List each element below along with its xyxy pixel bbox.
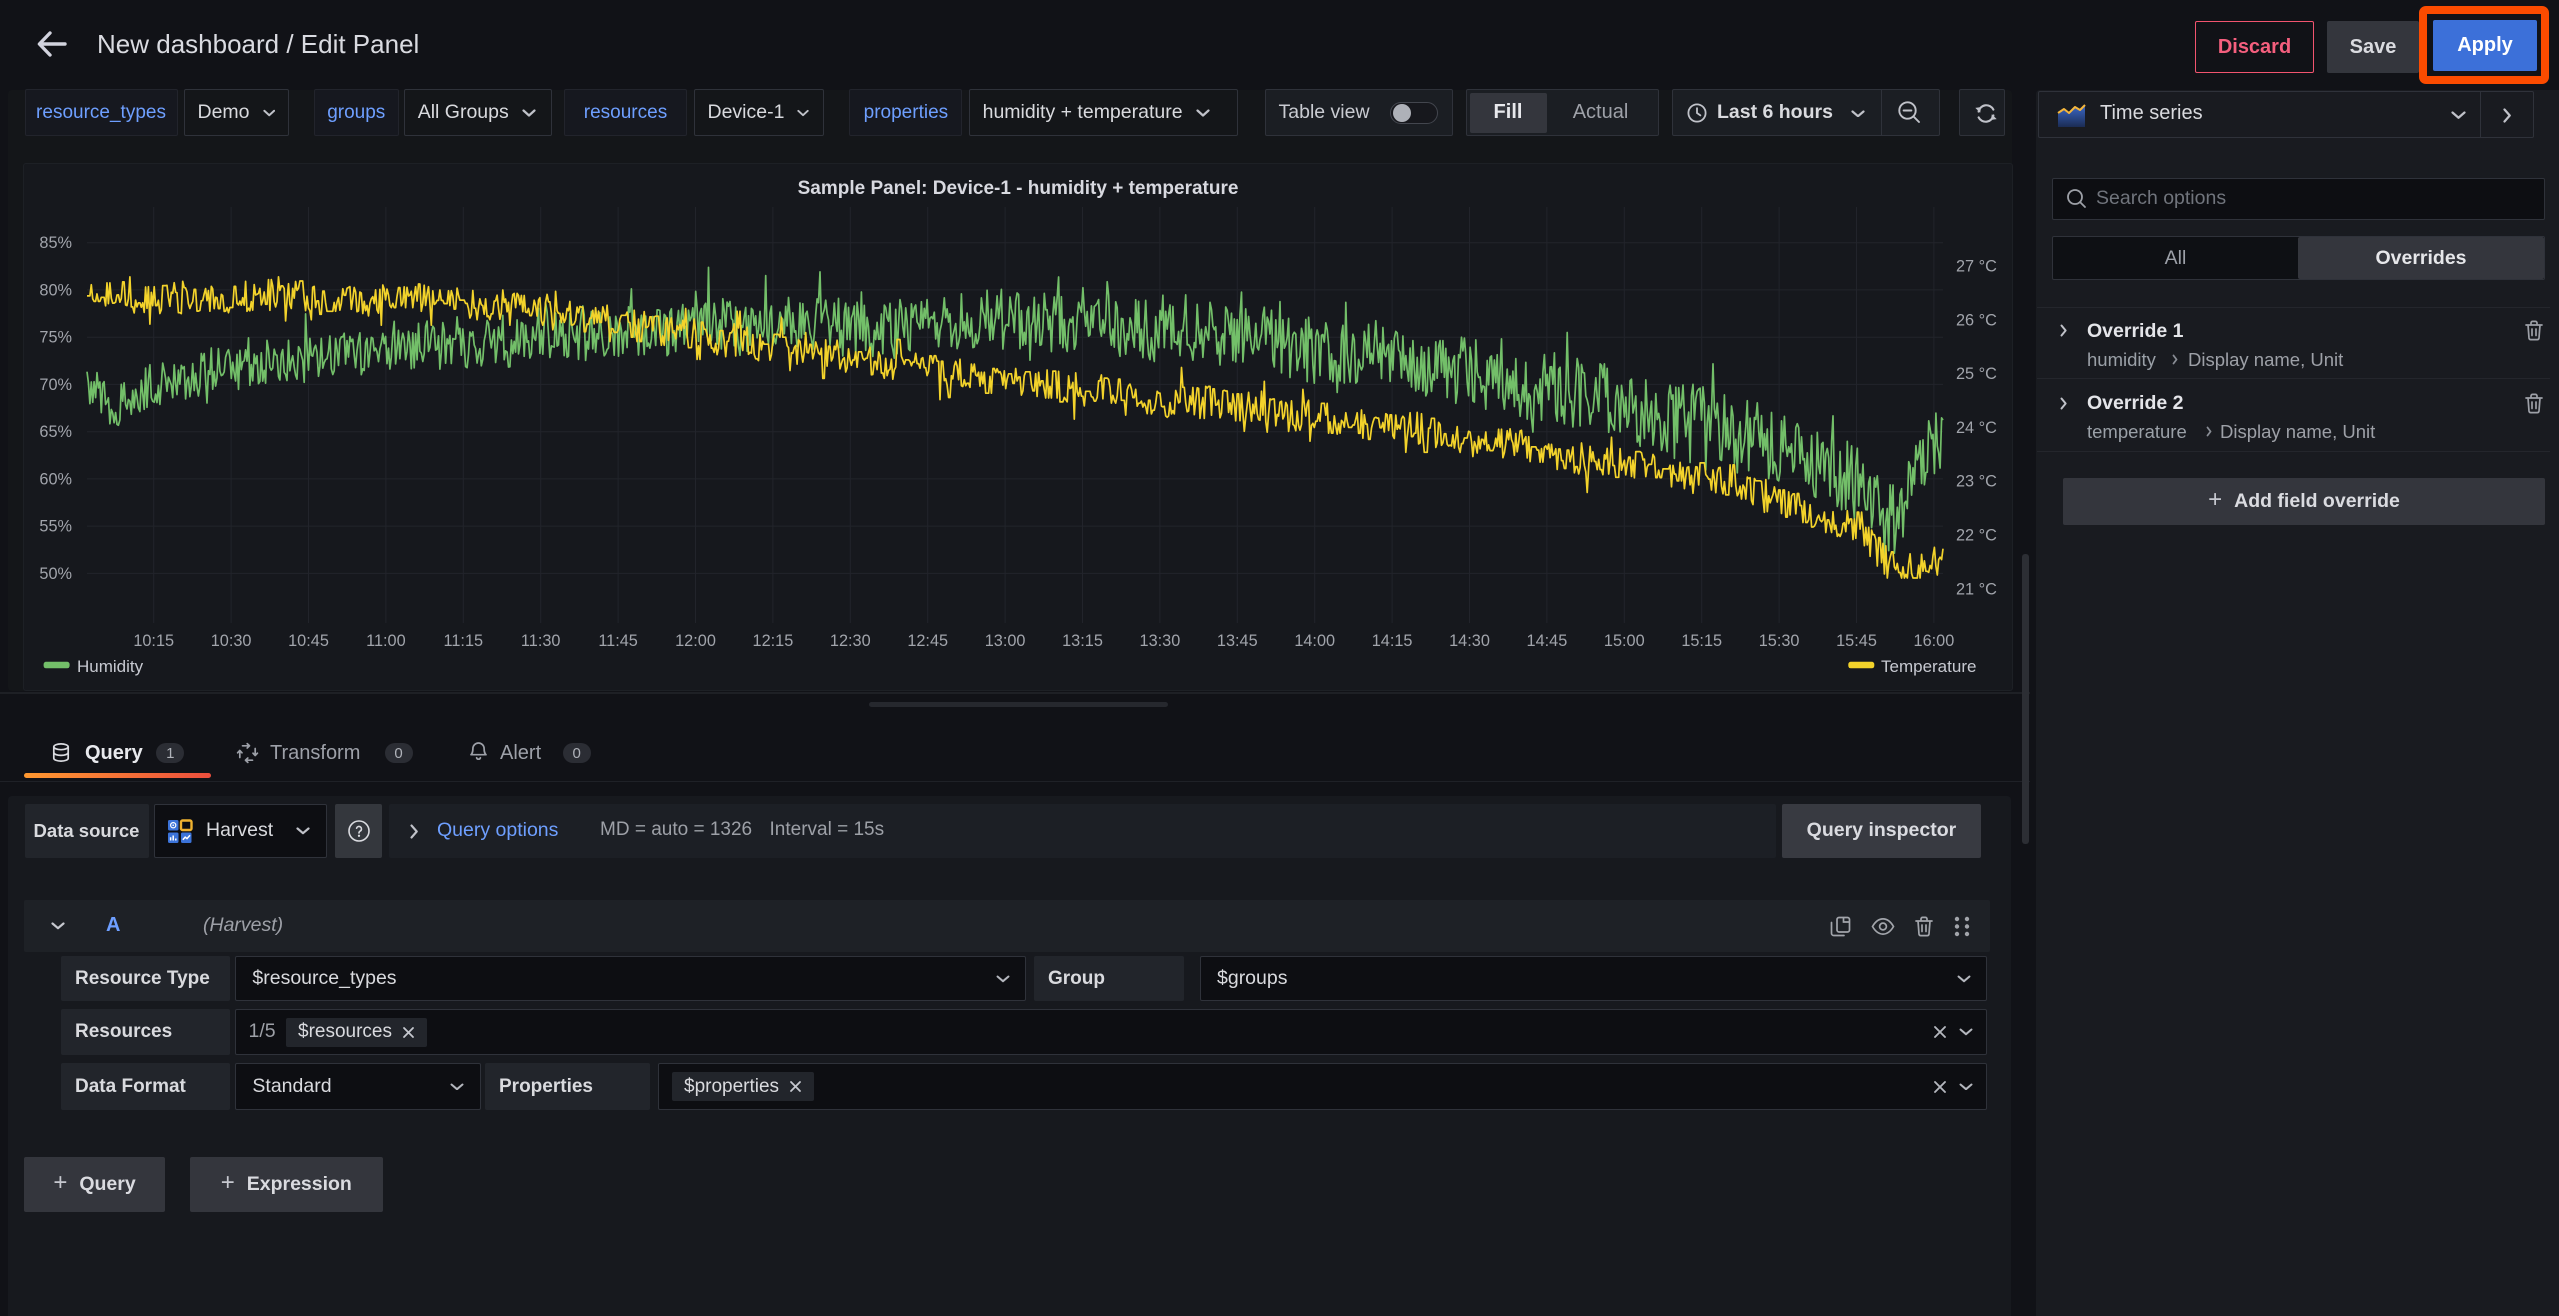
svg-text:15:30: 15:30 bbox=[1759, 632, 1800, 650]
svg-text:12:45: 12:45 bbox=[907, 632, 948, 650]
svg-text:55%: 55% bbox=[39, 518, 72, 536]
svg-text:15:45: 15:45 bbox=[1836, 632, 1877, 650]
svg-text:21 °C: 21 °C bbox=[1956, 580, 1997, 598]
svg-text:12:30: 12:30 bbox=[830, 632, 871, 650]
svg-text:25 °C: 25 °C bbox=[1956, 365, 1997, 383]
svg-text:26 °C: 26 °C bbox=[1956, 311, 1997, 329]
svg-text:13:45: 13:45 bbox=[1217, 632, 1258, 650]
svg-text:22 °C: 22 °C bbox=[1956, 527, 1997, 545]
svg-text:12:00: 12:00 bbox=[675, 632, 716, 650]
svg-text:11:30: 11:30 bbox=[521, 632, 561, 650]
svg-text:50%: 50% bbox=[39, 565, 72, 583]
svg-text:10:30: 10:30 bbox=[211, 632, 252, 650]
svg-text:13:30: 13:30 bbox=[1140, 632, 1181, 650]
svg-text:Humidity: Humidity bbox=[77, 657, 144, 676]
svg-text:Sample Panel: Device-1 - humid: Sample Panel: Device-1 - humidity + temp… bbox=[798, 178, 1239, 199]
svg-text:14:00: 14:00 bbox=[1294, 632, 1335, 650]
svg-text:75%: 75% bbox=[39, 329, 72, 347]
svg-text:85%: 85% bbox=[39, 234, 72, 252]
svg-text:11:15: 11:15 bbox=[444, 632, 484, 650]
svg-text:60%: 60% bbox=[39, 470, 72, 488]
svg-text:65%: 65% bbox=[39, 423, 72, 441]
svg-text:13:00: 13:00 bbox=[985, 632, 1026, 650]
svg-text:10:15: 10:15 bbox=[133, 632, 174, 650]
svg-text:12:15: 12:15 bbox=[753, 632, 794, 650]
svg-text:16:00: 16:00 bbox=[1914, 632, 1955, 650]
svg-text:13:15: 13:15 bbox=[1062, 632, 1103, 650]
svg-text:Temperature: Temperature bbox=[1881, 657, 1976, 676]
svg-text:11:00: 11:00 bbox=[366, 632, 406, 650]
svg-text:23 °C: 23 °C bbox=[1956, 473, 1997, 491]
svg-text:15:00: 15:00 bbox=[1604, 632, 1645, 650]
svg-text:70%: 70% bbox=[39, 376, 72, 394]
svg-text:24 °C: 24 °C bbox=[1956, 419, 1997, 437]
svg-text:11:45: 11:45 bbox=[598, 632, 638, 650]
svg-text:80%: 80% bbox=[39, 281, 72, 299]
svg-text:14:45: 14:45 bbox=[1527, 632, 1568, 650]
svg-text:14:15: 14:15 bbox=[1372, 632, 1413, 650]
svg-text:14:30: 14:30 bbox=[1449, 632, 1490, 650]
svg-text:10:45: 10:45 bbox=[288, 632, 329, 650]
svg-text:27 °C: 27 °C bbox=[1956, 258, 1997, 276]
svg-text:15:15: 15:15 bbox=[1681, 632, 1722, 650]
